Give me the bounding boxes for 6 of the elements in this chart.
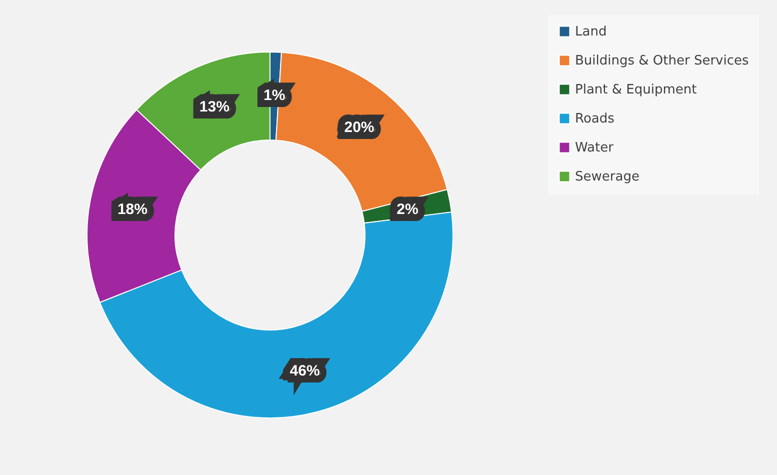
legend-label: Land xyxy=(575,24,607,40)
legend-label: Plant & Equipment xyxy=(575,82,697,98)
legend-label: Roads xyxy=(575,112,615,126)
legend-label: Water xyxy=(575,140,614,156)
legend-label: Sewerage xyxy=(575,170,640,184)
legend-label: Buildings & Other Services xyxy=(575,54,749,68)
